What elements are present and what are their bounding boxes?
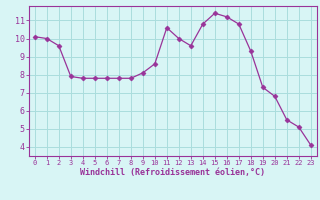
X-axis label: Windchill (Refroidissement éolien,°C): Windchill (Refroidissement éolien,°C) bbox=[80, 168, 265, 177]
